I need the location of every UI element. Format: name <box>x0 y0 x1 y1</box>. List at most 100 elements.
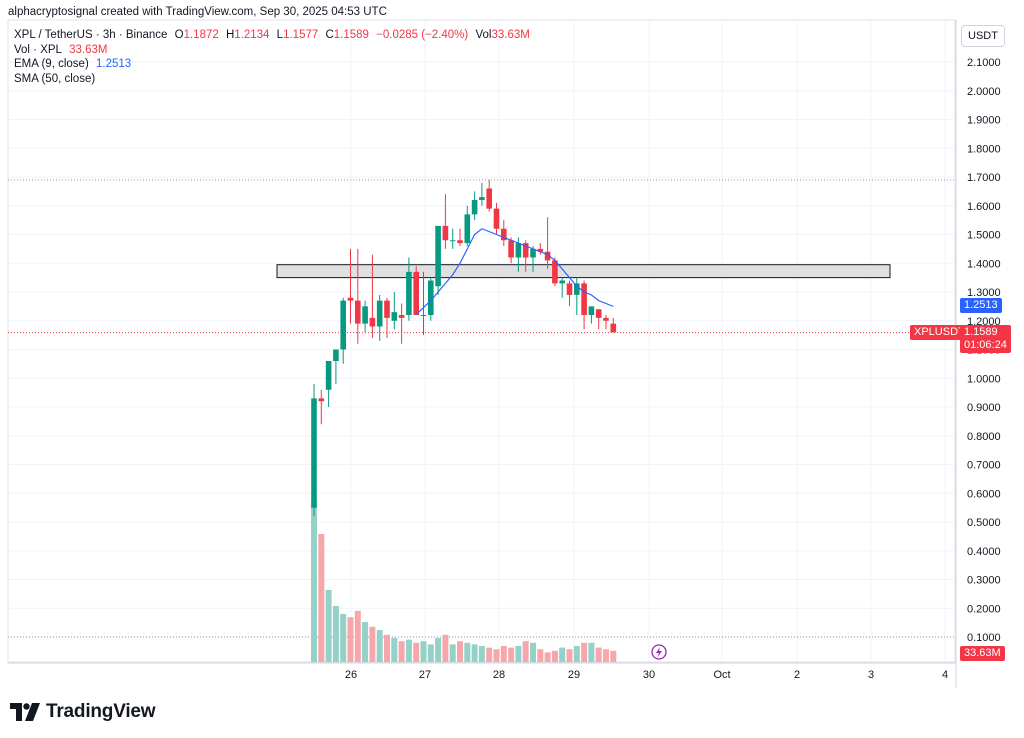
time-tick-label: 28 <box>493 669 505 681</box>
candle-body <box>413 271 419 315</box>
price-tick-label: 1.6000 <box>967 201 1001 213</box>
volume-bar <box>500 646 507 662</box>
candle-body <box>340 300 346 350</box>
candle-body <box>384 300 390 318</box>
time-tick-label: 29 <box>568 669 580 681</box>
price-tick-label: 1.4000 <box>967 258 1001 270</box>
volume-bar <box>588 642 595 662</box>
price-tick-label: 0.7000 <box>967 460 1001 472</box>
volume-bar <box>318 534 325 662</box>
volume-bar <box>581 642 588 662</box>
candle-body <box>581 283 587 315</box>
volume-indicator-name: Vol · XPL <box>14 44 62 56</box>
candle-body <box>486 188 492 209</box>
price-tick-label: 1.0000 <box>967 373 1001 385</box>
candle-body <box>603 317 609 321</box>
last-price-value: 1.1589 <box>964 326 998 338</box>
volume-bar <box>537 649 544 662</box>
volume-bar <box>610 650 617 662</box>
price-tick-label: 0.5000 <box>967 517 1001 529</box>
volume-bar <box>354 610 361 662</box>
currency-selector[interactable]: USDT <box>961 25 1005 47</box>
volume-bar <box>398 641 405 662</box>
candle-body <box>522 243 529 258</box>
candle-body <box>333 349 339 361</box>
ema-price-label: 1.2513 <box>960 298 1002 313</box>
candle-body <box>318 398 325 402</box>
time-tick-label: 2 <box>794 669 800 681</box>
high-label: H <box>225 29 235 41</box>
close-value: 1.1589 <box>333 29 369 41</box>
price-tick-label: 2.1000 <box>967 57 1001 69</box>
volume-bar <box>362 622 369 662</box>
bar-countdown: 01:06:24 <box>964 339 1007 351</box>
volume-bar <box>530 642 536 662</box>
candle-body <box>464 214 471 244</box>
volume-bar <box>420 641 427 662</box>
volume-bar <box>427 644 434 662</box>
price-tick-label: 0.2000 <box>967 603 1001 615</box>
sma-legend[interactable]: SMA (50, close) <box>14 73 95 85</box>
candle-body <box>435 225 441 287</box>
volume-bar <box>515 646 522 662</box>
volume-bar <box>522 641 529 662</box>
volume-bar <box>551 650 558 662</box>
candle-body <box>391 312 398 321</box>
volume-bar <box>464 642 471 662</box>
open-value: 1.1872 <box>183 29 219 41</box>
candle-body <box>493 208 500 229</box>
price-tick-label: 0.4000 <box>967 546 1001 558</box>
plot-area <box>7 19 956 663</box>
volume-bar <box>405 639 412 662</box>
low-value: 1.1577 <box>283 29 319 41</box>
ema-line <box>415 228 614 315</box>
price-tick-label: 1.2000 <box>967 316 1001 328</box>
candle-body <box>311 398 317 508</box>
candle-body <box>398 315 405 318</box>
candle-body <box>559 280 565 284</box>
candle-body <box>537 248 544 252</box>
candle-body <box>362 306 368 324</box>
candle-body <box>501 228 507 241</box>
price-tick-label: 0.9000 <box>967 402 1001 414</box>
last-price-label: 1.1589 01:06:24 <box>960 325 1011 353</box>
volume-indicator-value: 33.63M <box>69 44 108 56</box>
candle-body <box>515 243 522 258</box>
candle-body <box>588 306 595 315</box>
volume-bar <box>311 502 317 662</box>
volume-bar <box>486 647 493 662</box>
time-tick-label: 3 <box>868 669 874 681</box>
symbol-legend[interactable]: XPL / TetherUS · 3h · Binance O1.1872 H1… <box>14 29 530 41</box>
volume-bar <box>435 638 442 662</box>
candle-body <box>610 323 617 333</box>
candle-body <box>376 300 383 327</box>
volume-bar <box>508 647 515 662</box>
symbol-name: XPL / TetherUS · 3h · Binance <box>14 29 168 41</box>
high-value: 1.2134 <box>234 29 270 41</box>
price-tick-label: 2.0000 <box>967 86 1001 98</box>
volume-bar <box>332 606 339 662</box>
candle-body <box>508 240 514 258</box>
tradingview-logo: TradingView <box>10 700 156 724</box>
candle-body <box>369 317 376 327</box>
volume-bar <box>369 626 376 662</box>
volume-bar <box>391 638 398 662</box>
close-label: C <box>325 29 334 41</box>
price-tick-label: 0.8000 <box>967 431 1001 443</box>
candle-body <box>355 300 361 324</box>
volume-bar <box>442 634 449 662</box>
candle-body <box>566 283 573 295</box>
volume-bar <box>325 590 332 662</box>
volume-legend[interactable]: Vol · XPL 33.63M <box>14 44 108 56</box>
volume-bar <box>457 641 463 662</box>
candle-body <box>479 197 485 200</box>
volume-bar <box>566 649 573 662</box>
tradingview-logo-icon <box>10 703 40 721</box>
candle-body <box>471 200 478 215</box>
volume-bar <box>376 630 383 662</box>
sma-indicator-name: SMA (50, close) <box>14 73 96 85</box>
price-tick-label: 1.5000 <box>967 230 1001 242</box>
candle-body <box>428 280 434 315</box>
ema-legend[interactable]: EMA (9, close) 1.2513 <box>14 58 131 70</box>
